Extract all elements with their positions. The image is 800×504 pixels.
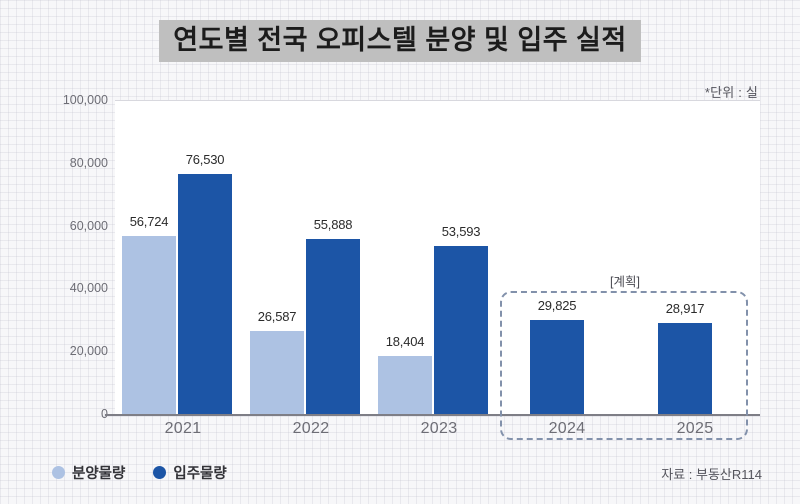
bar-입주물량-2021 — [178, 173, 232, 414]
y-axis-tick: 20,000 — [69, 344, 108, 359]
y-axis: 0 20,000 40,000 60,000 80,000 100,000 — [0, 0, 108, 504]
bar-value-label: 55,888 — [313, 216, 353, 232]
page-title: 연도별 전국 오피스텔 분양 및 입주 실적 — [0, 20, 800, 63]
plan-tag-label: [계획] — [610, 275, 640, 289]
legend-item[interactable]: 분양물량 — [52, 462, 125, 483]
bar-분양물량-2022 — [250, 330, 304, 414]
y-axis-tick: 0 — [8, 407, 108, 421]
bar-분양물량-2023 — [378, 356, 432, 414]
x-axis-label-2025: 2025 — [676, 420, 714, 437]
bar-value-label: 26,587 — [257, 308, 297, 324]
bar-분양물량-2021 — [122, 235, 176, 414]
x-axis-label-2024: 2024 — [548, 420, 586, 437]
bar-value-label: 28,917 — [665, 301, 705, 317]
x-axis-label-2023: 2023 — [420, 420, 458, 437]
x-axis-label-2022: 2022 — [292, 420, 330, 437]
bar-입주물량-2022 — [306, 238, 360, 414]
bar-value-label: 56,724 — [129, 213, 169, 229]
y-axis-tick: 40,000 — [69, 281, 108, 296]
bar-value-label: 53,593 — [441, 223, 481, 239]
legend-item[interactable]: 입주물량 — [153, 462, 227, 483]
x-axis-label-2021: 2021 — [164, 420, 202, 437]
x-axis-baseline — [105, 414, 760, 416]
y-axis-tick: 100,000 — [62, 93, 108, 107]
source-label: 자료 : 부동산R114 — [661, 467, 762, 482]
bar-입주물량-2023 — [434, 245, 488, 414]
bar-value-label: 18,404 — [385, 334, 425, 350]
bar-value-label: 29,825 — [537, 298, 577, 314]
legend-label: 분양물량 — [72, 466, 126, 482]
unit-note: *단위 : 실 — [704, 85, 758, 100]
bar-value-label: 76,530 — [185, 151, 225, 167]
bar-입주물량-2025 — [658, 323, 712, 414]
legend-swatch-icon — [52, 466, 65, 479]
legend-label: 입주물량 — [173, 466, 227, 482]
legend-swatch-icon — [153, 466, 167, 479]
chart-legend: 분양물량 입주물량 — [52, 462, 227, 483]
bar-입주물량-2024 — [530, 320, 584, 414]
y-axis-tick: 80,000 — [69, 155, 108, 170]
y-axis-tick: 60,000 — [69, 218, 108, 233]
page-title-text: 연도별 전국 오피스텔 분양 및 입주 실적 — [159, 20, 641, 63]
